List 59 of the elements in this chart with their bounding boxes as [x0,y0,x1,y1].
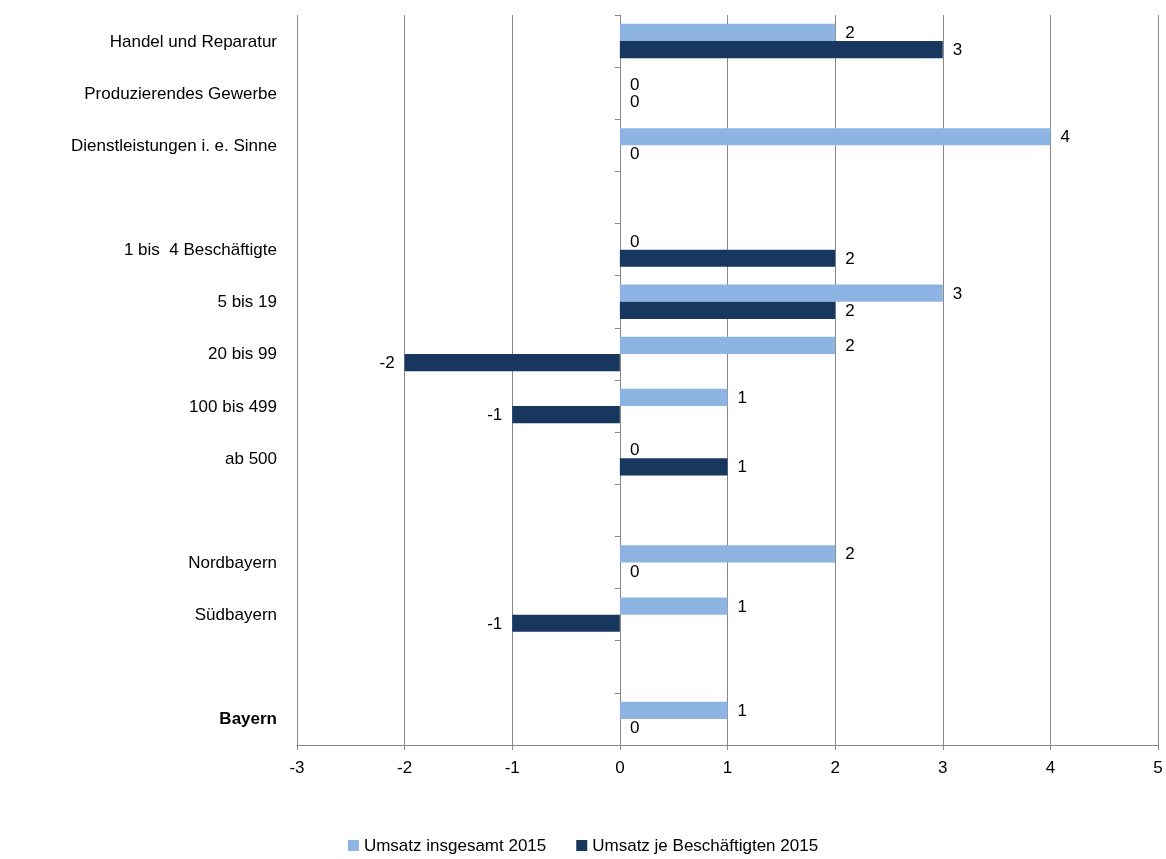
data-label: -1 [487,405,503,425]
y-tick-label: Produzierendes Gewerbe [84,83,277,103]
bar [619,301,836,319]
y-tick-label: 20 bis 99 [208,344,277,364]
data-label: 2 [845,22,855,42]
legend-label: Umsatz je Beschäftigten 2015 [592,836,819,855]
data-label: 1 [737,387,747,407]
bar [619,284,943,302]
data-label: 2 [845,248,855,268]
data-label: 2 [845,544,855,564]
bar [619,597,728,615]
y-tick-label: Handel und Reparatur [109,31,278,51]
x-tick-label: 4 [1045,758,1056,777]
data-label: 0 [629,718,640,738]
x-tick-label: 3 [938,758,948,777]
data-label: 3 [952,283,963,303]
bar [619,545,836,563]
y-tick-label: Südbayern [194,605,277,625]
y-tick-label: 5 bis 19 [217,292,277,312]
y-tick-label: Nordbayern [188,553,277,572]
x-tick-label: 0 [615,758,625,777]
data-label: 0 [629,231,640,251]
bar [619,23,836,42]
data-label: -1 [487,613,503,633]
data-label: -2 [379,353,395,373]
x-tick-label: -1 [504,758,520,777]
x-tick-label: 2 [830,758,840,777]
bar [619,41,943,59]
data-label: 1 [737,457,747,477]
y-tick-label: ab 500 [225,448,277,468]
data-label: 4 [1060,127,1070,147]
bar [404,353,620,372]
legend-label: Umsatz insgesamt 2015 [363,836,547,855]
data-label: 0 [629,75,640,95]
bar [619,128,1051,146]
x-tick-label: 1 [722,758,733,777]
y-tick-label: 100 bis 499 [189,396,277,416]
data-label: 0 [629,440,640,460]
bar [619,336,836,354]
bar [619,249,836,267]
data-label: 3 [952,40,963,60]
x-tick-label: -3 [289,758,305,777]
x-tick-label: -2 [397,758,413,777]
data-label: 2 [845,335,855,355]
data-label: 2 [845,300,855,320]
bar [512,406,620,424]
y-tick-label: 1 bis 4 Beschäftigte [123,240,277,260]
data-label: 0 [629,561,640,581]
y-tick-label: Dienstleistungen i. e. Sinne [70,135,277,155]
bar [619,458,728,476]
bar [512,614,620,632]
data-label: 0 [629,144,640,164]
data-label: 1 [737,596,747,616]
data-label: 0 [629,92,640,112]
x-tick-label: 5 [1153,758,1163,777]
bar [619,388,728,407]
bar [619,701,728,719]
data-label: 1 [737,700,747,720]
y-tick-label: Bayern [219,709,277,729]
